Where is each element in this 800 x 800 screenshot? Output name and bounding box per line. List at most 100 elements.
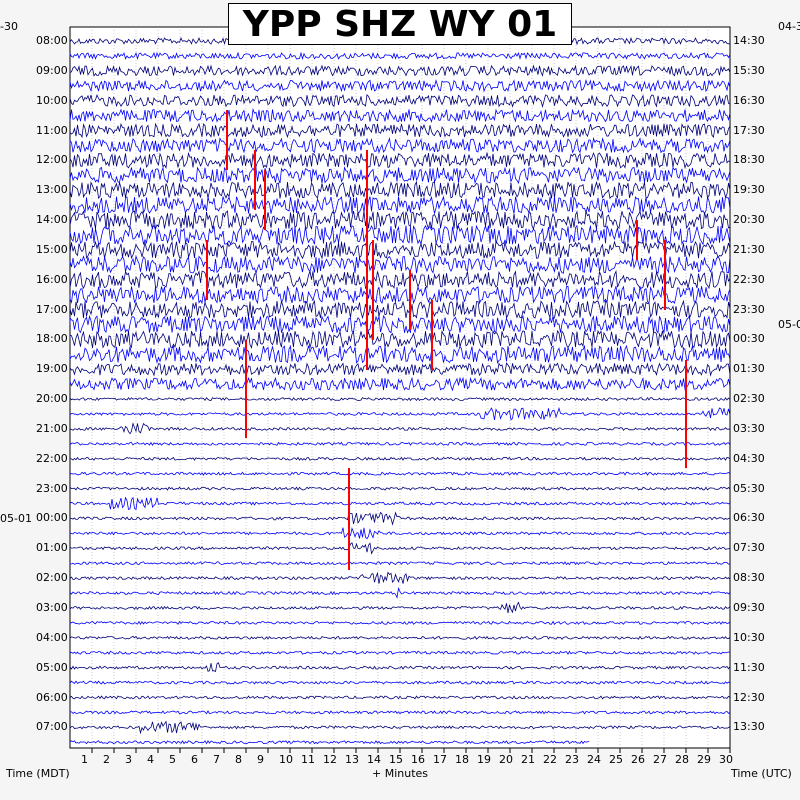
right-hour-label: 08:30 [733, 571, 765, 585]
trace-line [69, 166, 731, 185]
trace-line [69, 195, 731, 215]
trace-line [69, 107, 731, 123]
left-hour-label: 12:00 [36, 153, 68, 167]
right-date-mid: 05-01 [778, 318, 800, 331]
left-hour-label: 05:00 [36, 660, 68, 674]
trace-line [69, 64, 731, 77]
x-tick-label: 27 [653, 753, 667, 766]
right-hour-label: 00:30 [733, 332, 765, 346]
trace-line [69, 122, 731, 139]
x-tick-label: 28 [675, 753, 689, 766]
left-hour-label: 01:00 [36, 541, 68, 555]
seismic-traces [69, 37, 731, 745]
trace-line [69, 471, 731, 476]
x-tick-label: 22 [543, 753, 557, 766]
right-hour-label: 10:30 [733, 630, 765, 644]
trace-line [69, 496, 731, 511]
trace-line [69, 314, 731, 334]
x-tick-label: 7 [213, 753, 220, 766]
x-tick-label: 14 [367, 753, 381, 766]
trace-line [69, 601, 731, 614]
trace-line [69, 710, 731, 715]
left-hour-label: 17:00 [36, 302, 68, 316]
left-hour-label: 22:00 [36, 451, 68, 465]
trace-line [69, 620, 731, 625]
trace-line [69, 396, 731, 402]
right-hour-label: 11:30 [733, 660, 765, 674]
clipped-signals [206, 110, 687, 570]
left-hour-label: 16:00 [36, 272, 68, 286]
trace-line [69, 329, 731, 350]
x-tick-label: 2 [103, 753, 110, 766]
trace-line [69, 362, 731, 377]
trace-line [69, 422, 731, 435]
left-hour-label: 03:00 [36, 601, 68, 614]
right-hour-label: 09:30 [733, 601, 765, 614]
trace-line [69, 527, 731, 540]
trace-line [69, 561, 731, 566]
right-hour-label: 18:30 [733, 153, 765, 167]
x-tick-label: 8 [235, 753, 242, 766]
left-axis-label: Time (MDT) [6, 767, 70, 780]
trace-line [69, 344, 731, 364]
trace-line [69, 406, 731, 421]
trace-line [69, 571, 731, 584]
left-hour-label: 04:00 [36, 630, 68, 644]
x-tick-label: 30 [719, 753, 733, 766]
right-hour-label: 21:30 [733, 242, 765, 256]
right-hour-label: 22:30 [733, 272, 765, 286]
trace-line [69, 542, 731, 555]
trace-line [69, 456, 731, 461]
x-tick-label: 10 [279, 753, 293, 766]
right-hour-label: 17:30 [733, 123, 765, 137]
left-hour-label: 02:00 [36, 571, 68, 585]
x-tick-label: 26 [631, 753, 645, 766]
right-hour-label: 16:30 [733, 93, 765, 107]
trace-line [69, 587, 731, 599]
trace-line [69, 650, 731, 655]
trace-line [69, 151, 731, 170]
trace-line [69, 299, 731, 320]
x-axis-ticks [91, 748, 731, 753]
trace-line [69, 376, 731, 392]
x-tick-label: 11 [301, 753, 315, 766]
left-hour-label: 09:00 [36, 63, 68, 77]
right-hour-label: 13:30 [733, 720, 765, 734]
trace-line [69, 441, 731, 447]
x-tick-label: 5 [169, 753, 176, 766]
trace-line [69, 224, 731, 246]
trace-line [69, 240, 731, 260]
left-hour-label: 00:00 [36, 511, 68, 525]
right-hour-label: 03:30 [733, 421, 765, 435]
x-tick-label: 6 [191, 753, 198, 766]
left-hour-label: 19:00 [36, 362, 68, 376]
trace-line [69, 136, 731, 154]
left-hour-label: 21:00 [36, 421, 68, 435]
trace-line [69, 254, 731, 275]
right-axis-label: Time (UTC) [731, 767, 792, 780]
x-tick-label: 13 [345, 753, 359, 766]
left-hour-label: 15:00 [36, 242, 68, 256]
x-tick-label: 29 [697, 753, 711, 766]
x-tick-label: 9 [257, 753, 264, 766]
left-hour-label: 07:00 [36, 720, 68, 734]
right-hour-label: 19:30 [733, 183, 765, 197]
right-hour-label: 20:30 [733, 213, 765, 226]
trace-line [69, 78, 731, 93]
trace-line [69, 269, 731, 290]
right-hour-label: 14:30 [733, 34, 765, 47]
x-tick-label: 19 [477, 753, 491, 766]
left-hour-label: 18:00 [36, 332, 68, 346]
right-hour-label: 01:30 [733, 362, 765, 376]
trace-line [69, 662, 731, 673]
x-tick-label: 1 [81, 753, 88, 766]
chart-title: YPP SHZ WY 01 [228, 3, 572, 45]
right-hour-label: 02:30 [733, 392, 765, 406]
left-hour-label: 08:00 [36, 34, 68, 47]
x-tick-label: 23 [565, 753, 579, 766]
right-date-top: 04-30 [778, 20, 800, 33]
trace-line [69, 51, 731, 61]
trace-line [69, 695, 731, 700]
right-hour-label: 04:30 [733, 451, 765, 465]
